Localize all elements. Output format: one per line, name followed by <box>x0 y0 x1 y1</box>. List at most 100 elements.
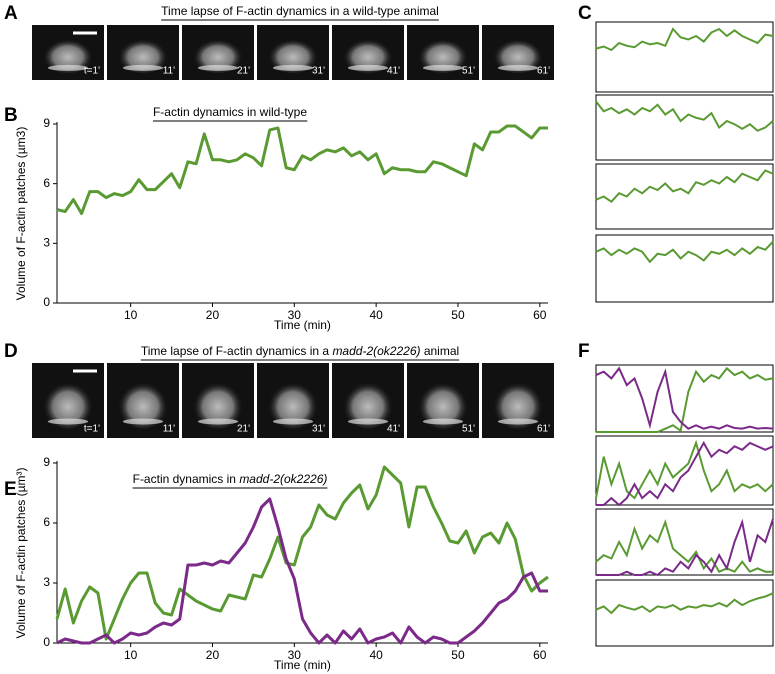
cell-image <box>342 37 394 74</box>
cell-image <box>42 379 94 429</box>
cell-edge <box>197 64 239 71</box>
x-tick-label: 40 <box>369 308 383 322</box>
cell-edge <box>272 64 314 71</box>
mini-panel <box>595 21 774 93</box>
title-part: Time lapse of F-actin dynamics in a wild… <box>161 4 439 18</box>
mini-line <box>595 169 774 204</box>
mini-line <box>595 592 774 615</box>
time-label: 41' <box>387 424 400 435</box>
mini-line <box>596 518 774 577</box>
time-label: 21' <box>237 66 250 77</box>
panel-label: A <box>4 3 18 24</box>
cell-edge <box>47 64 89 71</box>
time-label: 31' <box>312 66 325 77</box>
data-line <box>55 465 549 641</box>
cell-edge <box>122 418 164 425</box>
cell-image <box>42 37 94 74</box>
mini-panel <box>595 508 774 576</box>
time-label: 51' <box>462 424 475 435</box>
time-label: 61' <box>537 66 550 77</box>
y-tick-label: 0 <box>43 635 50 649</box>
x-axis-label: Time (min) <box>274 658 331 672</box>
mini-line <box>595 241 774 264</box>
title: Time lapse of F-actin dynamics in a madd… <box>141 344 459 358</box>
time-label: 31' <box>312 424 325 435</box>
x-tick-label: 40 <box>369 648 383 662</box>
cell-image <box>417 37 469 74</box>
x-tick-label: 60 <box>533 648 547 662</box>
cell-image <box>267 379 319 429</box>
mini-line <box>595 519 773 573</box>
mini-line <box>595 439 774 500</box>
x-tick-label: 10 <box>124 308 138 322</box>
cell-image <box>192 379 244 429</box>
mini-line <box>595 27 774 52</box>
title-part: madd-2(ok2226) <box>332 344 420 358</box>
title-part: F-actin dynamics in <box>133 472 240 486</box>
cell-edge <box>422 418 464 425</box>
mini-panel <box>595 435 774 506</box>
cell-image <box>417 379 469 429</box>
x-tick-label: 10 <box>124 648 138 662</box>
y-tick-label: 6 <box>43 515 50 529</box>
time-label: 11' <box>163 66 175 77</box>
panel-label: B <box>4 105 18 126</box>
x-tick-label: 60 <box>533 308 547 322</box>
cell-edge <box>347 64 389 71</box>
title: Time lapse of F-actin dynamics in a wild… <box>161 4 439 18</box>
time-label: t=1' <box>84 424 100 435</box>
cell-image <box>492 37 544 74</box>
cell-image <box>192 37 244 74</box>
cell-image <box>117 379 169 429</box>
cell-image <box>117 37 169 74</box>
y-tick-label: 0 <box>43 295 50 309</box>
panel-label: C <box>578 3 592 24</box>
mini-panel <box>595 234 774 303</box>
time-label: 21' <box>237 424 250 435</box>
time-label: 41' <box>387 66 400 77</box>
cell-edge <box>272 418 314 425</box>
title-part: F-actin dynamics in wild-type <box>153 105 307 119</box>
title: F-actin dynamics in wild-type <box>153 105 307 119</box>
x-tick-label: 50 <box>451 648 465 662</box>
cell-edge <box>422 64 464 71</box>
mini-panel <box>595 579 774 647</box>
x-axis-label: Time (min) <box>274 318 331 332</box>
mini-line <box>596 366 774 433</box>
title-part: Time lapse of F-actin dynamics in a <box>141 344 333 358</box>
panel-label: F <box>578 341 590 362</box>
y-tick-label: 9 <box>43 116 50 130</box>
cell-image <box>342 379 394 429</box>
x-tick-label: 30 <box>288 648 302 662</box>
mini-panel <box>595 94 774 161</box>
title-part: madd-2(ok2226) <box>239 472 327 486</box>
y-axis-label: Volume of F-actin patches (µm³) <box>14 468 28 639</box>
mini-line <box>596 440 774 507</box>
mini-panel <box>595 163 774 230</box>
mini-line <box>595 100 774 132</box>
x-tick-label: 30 <box>288 308 302 322</box>
data-line <box>56 124 548 215</box>
cell-edge <box>347 418 389 425</box>
cell-image <box>267 37 319 74</box>
mini-line <box>595 366 774 430</box>
y-tick-label: 6 <box>43 176 50 190</box>
y-tick-label: 9 <box>43 455 50 469</box>
x-tick-label: 20 <box>206 308 220 322</box>
y-axis-label: Volume of F-actin patches (µm3) <box>14 127 28 301</box>
x-tick-label: 20 <box>206 648 220 662</box>
panel-label: D <box>4 341 18 362</box>
time-label: 61' <box>537 424 550 435</box>
cell-edge <box>497 418 539 425</box>
time-label: 11' <box>163 424 175 435</box>
title-part: animal <box>421 344 460 358</box>
cell-image <box>492 379 544 429</box>
time-label: t=1' <box>84 66 100 77</box>
cell-edge <box>497 64 539 71</box>
cell-edge <box>197 418 239 425</box>
x-tick-label: 50 <box>451 308 465 322</box>
panel-label: E <box>4 479 17 500</box>
y-tick-label: 3 <box>43 575 50 589</box>
title: F-actin dynamics in madd-2(ok2226) <box>133 472 328 486</box>
